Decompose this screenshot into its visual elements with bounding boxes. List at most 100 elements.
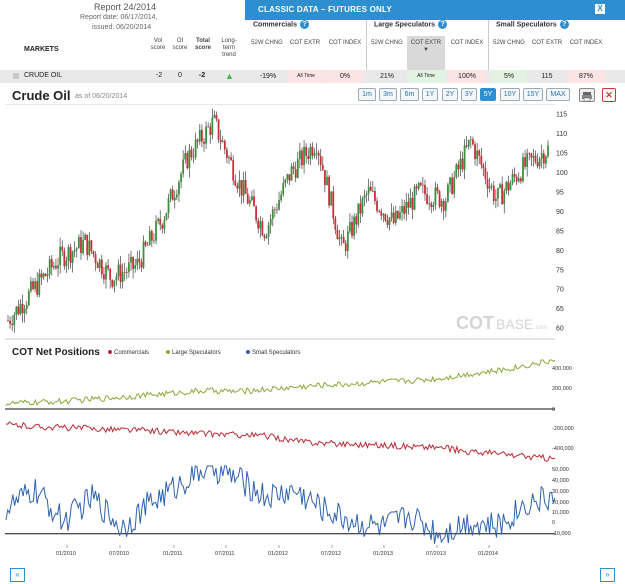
candle-body xyxy=(309,146,312,159)
candle-body xyxy=(17,306,20,314)
help-icon[interactable]: ? xyxy=(559,20,569,29)
candle-body xyxy=(128,262,130,273)
help-icon[interactable]: ? xyxy=(438,20,448,29)
candle-body xyxy=(271,209,274,220)
candle-body xyxy=(178,182,180,195)
classic-data-bar xyxy=(245,0,625,20)
candle-body xyxy=(69,247,72,263)
x-tick-label: 07/2012 xyxy=(321,551,341,557)
group-commercials: Commercials? xyxy=(253,20,309,36)
candle-body xyxy=(48,259,51,275)
candle-body xyxy=(7,320,9,322)
zoom-6m-button[interactable]: 6m xyxy=(400,88,419,101)
market-name[interactable]: CRUDE OIL xyxy=(24,72,63,79)
candle-body xyxy=(9,320,11,324)
small-52w-header[interactable]: 52W CHNG xyxy=(493,40,525,46)
legend-small-speculators[interactable]: Small Speculators xyxy=(246,350,300,356)
scroll-left-button[interactable]: « xyxy=(10,568,25,582)
scroll-right-button[interactable]: » xyxy=(600,568,615,582)
candle-body xyxy=(171,189,174,201)
close-button[interactable]: X xyxy=(595,4,605,14)
candle-body xyxy=(61,246,64,251)
candle-body xyxy=(228,157,230,159)
print-icon[interactable] xyxy=(579,88,595,102)
candle-body xyxy=(234,180,237,186)
candle-body xyxy=(545,156,547,164)
candle-body xyxy=(542,153,545,164)
candle-body xyxy=(371,190,374,192)
price-tick-label: 95 xyxy=(556,189,564,196)
small-extr-header[interactable]: COT EXTR xyxy=(531,40,563,46)
candle-body xyxy=(290,166,293,181)
watermark-cot: COT xyxy=(456,313,494,333)
remove-chart-icon[interactable]: ✕ xyxy=(602,88,616,102)
candle-body xyxy=(213,114,216,118)
small-index-header[interactable]: COT INDEX xyxy=(569,40,603,46)
candle-body xyxy=(248,199,251,204)
candle-body xyxy=(132,256,134,269)
candle-body xyxy=(536,161,539,167)
comm-index-header[interactable]: COT INDEX xyxy=(328,40,362,46)
candle-body xyxy=(349,221,351,232)
zoom-15y-button[interactable]: 15Y xyxy=(523,88,543,101)
candle-body xyxy=(167,198,170,213)
candle-body xyxy=(276,209,278,211)
zoom-1y-button[interactable]: 1Y xyxy=(422,88,438,101)
candle-body xyxy=(57,265,59,269)
large-index: 100% xyxy=(448,70,486,83)
group-large-label: Large Speculators xyxy=(374,21,436,29)
series-line xyxy=(5,359,556,407)
report-info-panel xyxy=(0,0,245,70)
candle-body xyxy=(215,114,218,120)
zoom-3m-button[interactable]: 3m xyxy=(379,88,397,101)
cot-tick-label: -200,000 xyxy=(552,426,574,432)
cot-tick-label: 20,000 xyxy=(552,500,569,506)
candle-body xyxy=(184,153,187,160)
candle-body xyxy=(499,184,501,188)
comm-52w-header[interactable]: 52W CHNG xyxy=(251,40,283,46)
candle-body xyxy=(511,174,514,184)
comm-extr-header[interactable]: COT EXTR xyxy=(289,40,321,46)
candle-body xyxy=(476,150,479,160)
candle-body xyxy=(73,249,76,252)
row-checkbox[interactable] xyxy=(13,73,19,79)
price-y-axis: 115 110 105 100 95 90 85 80 75 70 65 60 xyxy=(556,111,568,332)
candle-body xyxy=(338,236,341,240)
large-extr-header[interactable]: COT EXTR ▼ xyxy=(407,36,445,70)
large-52w-header[interactable]: 52W CHNG xyxy=(371,40,403,46)
candle-body xyxy=(296,159,299,178)
candle-body xyxy=(67,247,70,261)
candle-body xyxy=(459,158,462,170)
candle-body xyxy=(503,191,506,205)
zoom-3y-button[interactable]: 3Y xyxy=(461,88,477,101)
legend-large-speculators[interactable]: Large Speculators xyxy=(166,350,221,356)
zoom-max-button[interactable]: MAX xyxy=(546,88,570,101)
candle-body xyxy=(209,126,212,135)
zoom-5y-button[interactable]: 5Y xyxy=(480,88,496,101)
candle-body xyxy=(211,117,214,135)
candle-body xyxy=(117,264,120,277)
candle-body xyxy=(467,139,470,147)
legend-commercials[interactable]: Commercials xyxy=(108,350,149,356)
candle-body xyxy=(180,173,182,183)
candle-body xyxy=(130,256,132,263)
help-icon[interactable]: ? xyxy=(299,20,309,29)
cot-tick-label: -10,000 xyxy=(552,531,571,537)
zoom-2y-button[interactable]: 2Y xyxy=(442,88,458,101)
vol-score: -2 xyxy=(155,72,163,79)
candle-body xyxy=(40,273,43,278)
candle-body xyxy=(19,303,22,314)
candle-body xyxy=(105,265,107,280)
x-tick-label: 01/2012 xyxy=(268,551,288,557)
large-index-header[interactable]: COT INDEX xyxy=(450,40,484,46)
zoom-10y-button[interactable]: 10Y xyxy=(500,88,520,101)
candle-body xyxy=(188,149,191,169)
candle-body xyxy=(182,159,185,174)
cot-tick-label: 30,000 xyxy=(552,489,569,495)
candle-body xyxy=(142,241,145,268)
zoom-1m-button[interactable]: 1m xyxy=(358,88,376,101)
legend-commercials-label: Commercials xyxy=(114,350,150,356)
price-tick-label: 115 xyxy=(556,111,567,118)
candle-body xyxy=(59,246,62,266)
candle-body xyxy=(378,210,381,212)
